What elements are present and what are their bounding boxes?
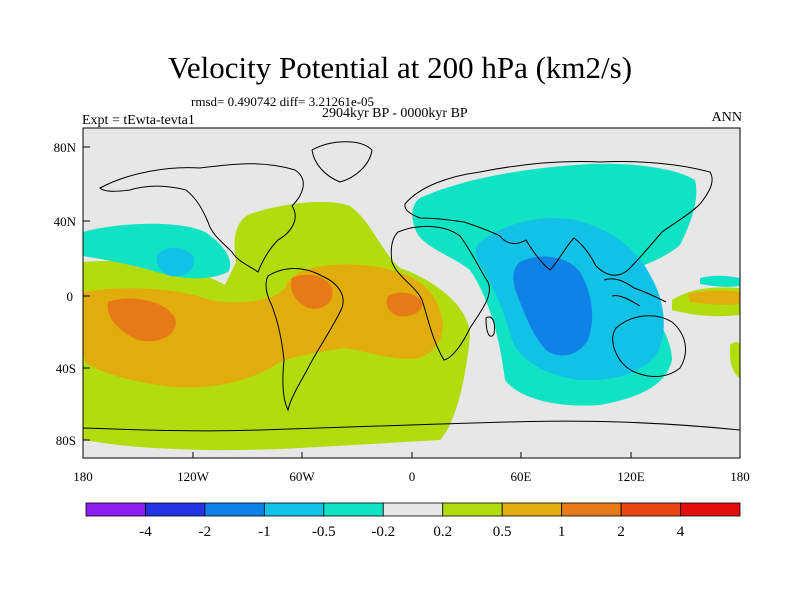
colorbar: -4 -2 -1 -0.5 -0.2 0.2 0.5 1 2 4 xyxy=(85,502,741,540)
lat-label: 80S xyxy=(56,433,76,448)
colorbar-label: 2 xyxy=(617,524,625,540)
colorbar-label: 0.5 xyxy=(493,524,512,540)
lon-label: 180 xyxy=(73,469,93,484)
contour-amber-east-edge xyxy=(688,290,740,305)
colorbar-label: 1 xyxy=(558,524,566,540)
stats-text: rmsd= 0.490742 diff= 3.21261e-05 xyxy=(191,94,375,109)
colorbar-swatch xyxy=(263,502,325,517)
colorbar-swatch xyxy=(442,502,503,517)
colorbar-swatch xyxy=(204,502,265,517)
lon-label: 0 xyxy=(409,469,416,484)
contour-teal-east-edge xyxy=(700,275,740,287)
contour-orange-amazon xyxy=(290,274,333,309)
lat-label: 0 xyxy=(67,289,74,304)
lon-label: 60W xyxy=(289,469,315,484)
colorbar-swatch xyxy=(501,502,563,517)
lon-label: 120W xyxy=(177,469,210,484)
colorbar-swatch xyxy=(620,502,681,517)
contour-orange-west-pacific xyxy=(107,298,176,342)
coast-madagascar xyxy=(485,316,495,337)
lat-label: 40S xyxy=(56,361,76,376)
coast-greenland xyxy=(311,141,373,183)
colorbar-swatch xyxy=(323,502,384,517)
colorbar-swatch xyxy=(680,502,741,517)
colorbar-label: 0.2 xyxy=(433,524,452,540)
contour-cyan-north-pacific xyxy=(156,247,195,277)
contour-field xyxy=(83,128,740,458)
coast-maritime-continent xyxy=(603,278,667,307)
coast-australia xyxy=(612,315,687,377)
colorbar-label: -0.5 xyxy=(312,524,336,540)
lon-label: 60E xyxy=(511,469,532,484)
contour-blue-indian xyxy=(513,256,593,356)
colorbar-label: -4 xyxy=(139,524,152,540)
contour-yellowgreen-east-south xyxy=(730,341,740,378)
lon-label: 180 xyxy=(730,469,750,484)
lat-label: 40N xyxy=(54,214,77,229)
colorbar-label: -2 xyxy=(199,524,212,540)
lon-axis: 180 120W 60W 0 60E 120E 180 xyxy=(73,452,750,484)
contour-amber-pacific xyxy=(83,264,443,388)
season-label: ANN xyxy=(711,110,742,125)
period-text: 2904kyr BP - 0000kyr BP xyxy=(322,106,468,121)
colorbar-label: -0.2 xyxy=(371,524,395,540)
contour-orange-atlantic xyxy=(386,292,423,317)
coast-eurasia xyxy=(404,160,713,276)
page-title: Velocity Potential at 200 hPa (km2/s) xyxy=(167,50,633,85)
coast-north-america xyxy=(99,163,304,273)
coastlines xyxy=(83,141,740,432)
colorbar-label: 4 xyxy=(677,524,685,540)
coast-south-america xyxy=(265,268,344,412)
coast-antarctica xyxy=(83,420,740,432)
lon-label: 120E xyxy=(617,469,645,484)
colorbar-swatch xyxy=(145,502,206,517)
colorbar-swatch xyxy=(85,502,146,517)
colorbar-swatch xyxy=(382,502,444,517)
lat-label: 80N xyxy=(54,140,77,155)
coast-africa xyxy=(390,225,490,361)
lat-axis: 80N 40N 0 40S 80S xyxy=(54,140,90,448)
contour-yellowgreen-west-south xyxy=(83,352,86,392)
colorbar-label: -1 xyxy=(258,524,271,540)
colorbar-swatch xyxy=(561,502,622,517)
experiment-label: Expt = tEwta-tevta1 xyxy=(82,113,195,128)
